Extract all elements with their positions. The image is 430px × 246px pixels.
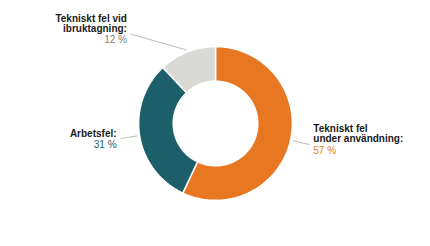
svg-text:12 %: 12 % <box>104 34 127 45</box>
svg-text:57 %: 57 % <box>313 145 336 156</box>
svg-text:31 %: 31 % <box>94 139 117 150</box>
svg-text:Tekniskt felunder användning:: Tekniskt felunder användning: <box>313 123 403 144</box>
svg-text:Tekniskt fel vidibruktagning:: Tekniskt fel vidibruktagning: <box>55 13 127 34</box>
svg-text:Arbetsfel:: Arbetsfel: <box>70 128 117 139</box>
